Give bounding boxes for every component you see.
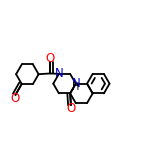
Text: N: N bbox=[71, 77, 80, 90]
Text: N: N bbox=[55, 67, 63, 80]
Text: O: O bbox=[66, 102, 76, 115]
Text: O: O bbox=[46, 52, 55, 65]
Text: O: O bbox=[11, 92, 20, 105]
Text: H: H bbox=[72, 82, 80, 92]
